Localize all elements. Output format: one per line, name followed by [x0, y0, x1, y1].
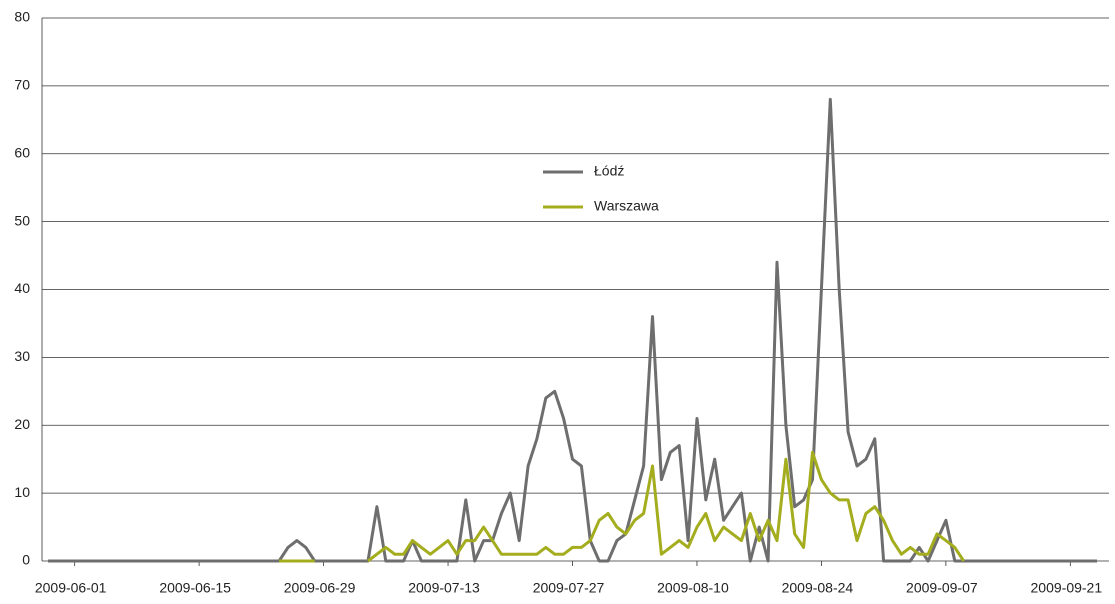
x-tick-label: 2009-07-13	[408, 580, 480, 596]
y-tick-label: 40	[14, 280, 30, 296]
series-line	[48, 97, 1097, 563]
legend-label: Warszawa	[594, 198, 659, 214]
y-tick-label: 20	[14, 416, 30, 432]
y-tick-label: 60	[14, 144, 30, 160]
y-tick-label: 80	[14, 9, 30, 25]
x-tick-label: 2009-08-10	[657, 580, 729, 596]
x-tick-label: 2009-09-07	[906, 580, 978, 596]
x-tick-label: 2009-07-27	[533, 580, 605, 596]
x-tick-label: 2009-06-01	[35, 580, 107, 596]
x-tick-label: 2009-08-24	[782, 580, 854, 596]
series-line	[279, 450, 965, 563]
y-tick-label: 30	[14, 348, 30, 364]
y-tick-label: 10	[14, 484, 30, 500]
legend-label: Łódź	[594, 163, 624, 179]
x-tick-label: 2009-09-21	[1031, 580, 1103, 596]
y-tick-label: 50	[14, 212, 30, 228]
y-tick-label: 0	[22, 552, 30, 568]
y-tick-label: 70	[14, 77, 30, 93]
x-tick-label: 2009-06-29	[284, 580, 356, 596]
x-tick-label: 2009-06-15	[159, 580, 231, 596]
